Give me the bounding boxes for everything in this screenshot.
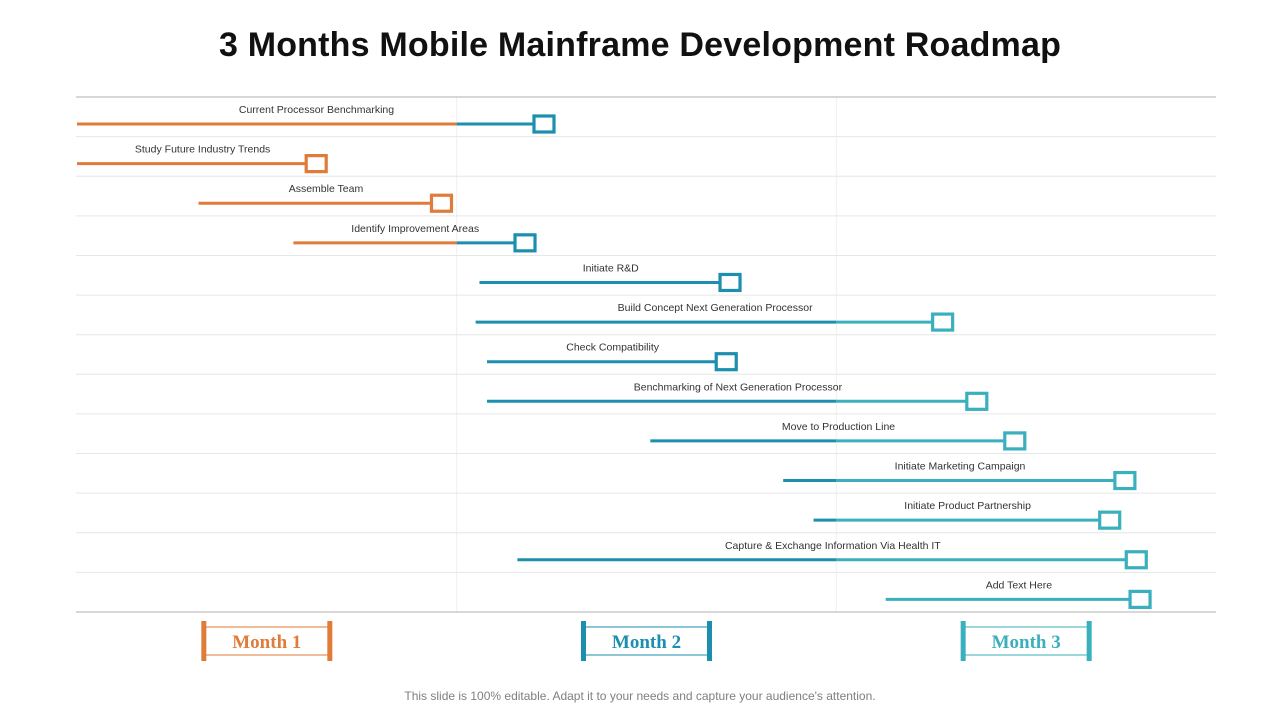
task-end-marker — [714, 352, 738, 372]
task-label: Initiate Marketing Campaign — [895, 461, 1026, 473]
month-label: Month 3 — [992, 632, 1061, 653]
task-end-marker — [429, 193, 454, 213]
month-label: Month 2 — [612, 632, 681, 653]
task-end-marker — [965, 391, 989, 411]
task-label: Current Processor Benchmarking — [239, 104, 394, 116]
task-label: Identify Improvement Areas — [351, 223, 479, 235]
task-label: Check Compatibility — [566, 342, 660, 354]
task-label: Initiate R&D — [583, 262, 639, 274]
task-end-marker — [1124, 550, 1148, 570]
task-end-marker — [1113, 470, 1137, 491]
task-label: Assemble Team — [289, 183, 364, 195]
task-label: Capture & Exchange Information Via Healt… — [725, 540, 941, 552]
task-end-marker — [1128, 589, 1152, 609]
task-end-marker — [304, 154, 328, 174]
footer-note: This slide is 100% editable. Adapt it to… — [404, 689, 876, 703]
task-label: Initiate Product Partnership — [904, 500, 1031, 512]
month-label: Month 1 — [232, 632, 301, 653]
page-title: 3 Months Mobile Mainframe Development Ro… — [218, 26, 1062, 64]
task-end-marker — [931, 312, 955, 332]
task-label: Add Text Here — [986, 579, 1053, 591]
task-end-marker — [718, 272, 742, 293]
task-end-marker — [1003, 431, 1027, 451]
task-label: Study Future Industry Trends — [135, 144, 270, 156]
task-label: Move to Production Line — [782, 421, 895, 433]
task-label: Build Concept Next Generation Processor — [618, 302, 813, 314]
task-end-marker — [532, 114, 556, 134]
task-end-marker — [1098, 510, 1122, 530]
task-label: Benchmarking of Next Generation Processo… — [634, 381, 843, 393]
task-end-marker — [513, 233, 537, 253]
